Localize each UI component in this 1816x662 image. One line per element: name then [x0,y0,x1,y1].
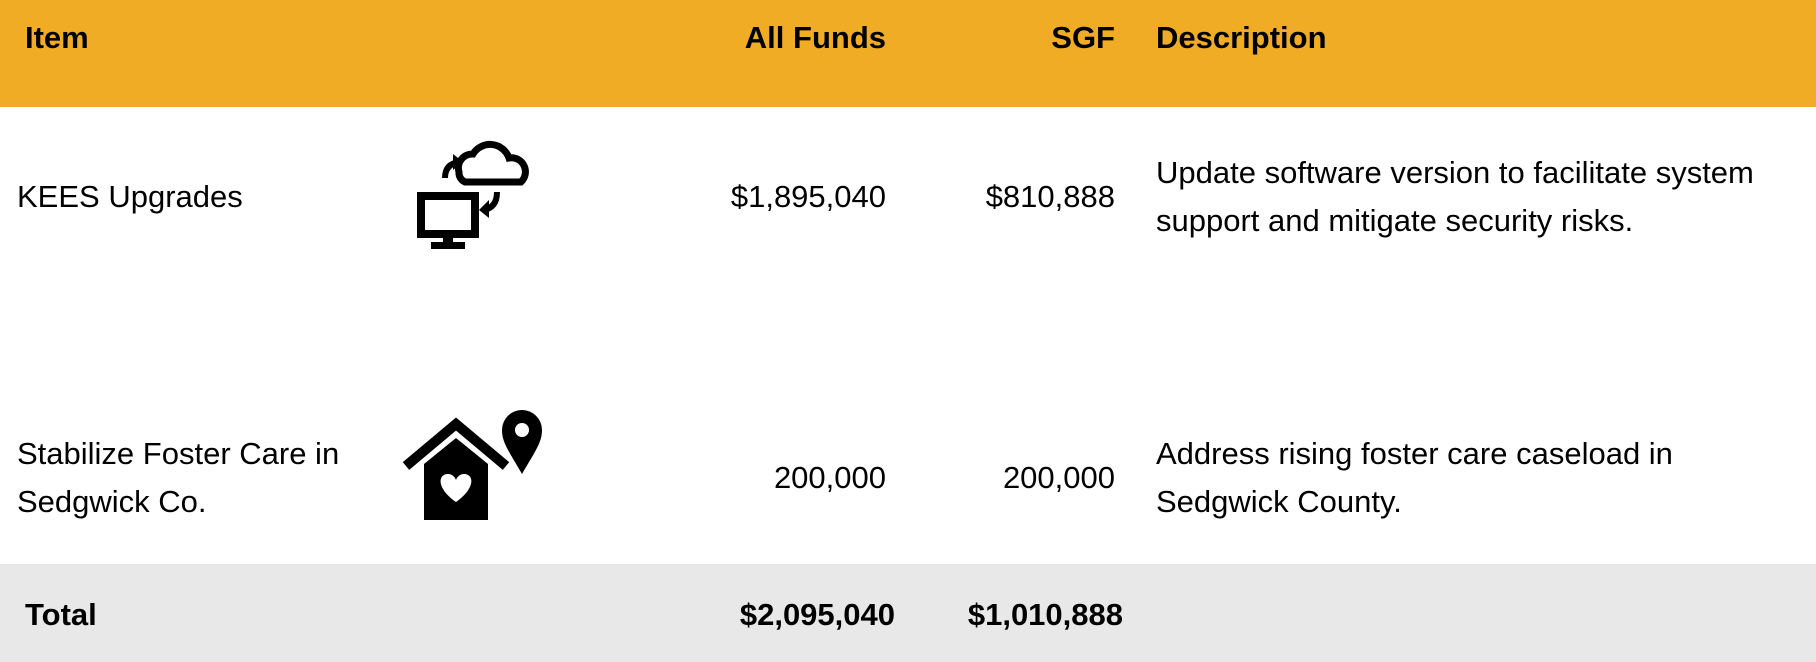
total-band [0,564,1816,662]
row-sgf: $810,888 [985,179,1115,214]
header-band [0,0,1816,107]
row-description: Update software version to facilitate sy… [1156,155,1754,238]
computer-cloud-icon [417,140,529,249]
header-item: Item [25,20,89,55]
header-description: Description [1156,20,1327,55]
total-item: Total [25,597,97,632]
header-all-funds: All Funds [744,20,886,55]
row-sgf: 200,000 [1002,460,1115,495]
total-all-funds: $2,095,040 [739,597,895,632]
row-item: Stabilize Foster Care in Sedgwick Co. [17,436,340,519]
row-all-funds: $1,895,040 [730,179,886,214]
row-all-funds: 200,000 [773,460,886,495]
row-item: KEES Upgrades [17,179,243,214]
total-sgf: $1,010,888 [967,597,1123,632]
house-heart-icon [402,410,542,520]
row-description: Address rising foster care caseload in S… [1156,436,1673,519]
header-sgf: SGF [1051,20,1115,55]
